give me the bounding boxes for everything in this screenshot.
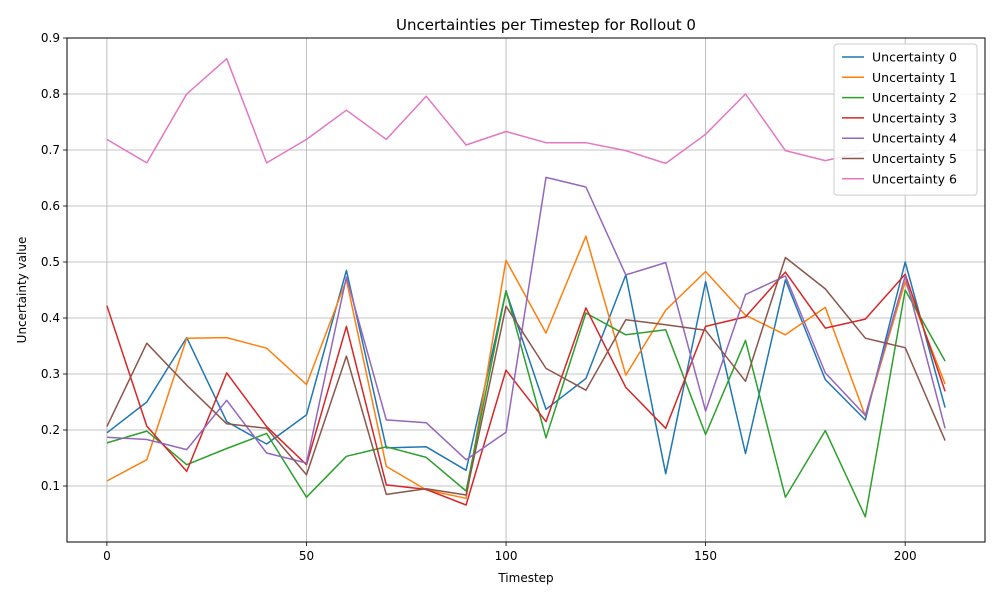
y-axis-label: Uncertainty value [15,237,29,344]
y-tick-label: 0.2 [41,423,60,437]
x-axis-label: Timestep [497,571,553,585]
legend-label: Uncertainty 2 [872,90,957,105]
x-tick-label: 100 [495,549,518,563]
x-tick-label: 200 [894,549,917,563]
chart-title: Uncertainties per Timestep for Rollout 0 [396,16,696,34]
y-tick-label: 0.4 [41,311,60,325]
y-tick-label: 0.9 [41,31,60,45]
series-line-uncertainty-3 [106,271,946,506]
y-tick-label: 0.8 [41,87,60,101]
y-tick-label: 0.7 [41,143,60,157]
legend-label: Uncertainty 4 [872,131,957,146]
series-lines [106,57,946,518]
legend-label: Uncertainty 3 [872,110,957,125]
series-line-uncertainty-5 [106,256,946,496]
legend-box [833,43,978,196]
x-tick-label: 50 [299,549,314,563]
series-line-uncertainty-0 [106,261,946,475]
series-line-uncertainty-2 [106,289,946,518]
axis-ticks: 0 50 100 150 200 0.1 0.2 0.3 0.4 0.5 0.6 0.7 0.8 0.9 [41,31,917,563]
legend-label: Uncertainty 1 [872,70,957,85]
y-tick-label: 0.3 [41,367,60,381]
legend: Uncertainty 0 Uncertainty 1 Uncertainty 2 U… [833,43,978,196]
x-tick-label: 0 [103,549,111,563]
legend-label: Uncertainty 0 [872,50,957,65]
series-line-uncertainty-1 [106,235,946,500]
y-tick-label: 0.5 [41,255,60,269]
legend-label: Uncertainty 5 [872,151,957,166]
series-line-uncertainty-6 [106,57,866,165]
y-tick-label: 0.6 [41,199,60,213]
legend-label: Uncertainty 6 [872,171,957,186]
y-tick-label: 0.1 [41,479,60,493]
plot-frame [66,37,986,543]
x-tick-label: 150 [694,549,717,563]
